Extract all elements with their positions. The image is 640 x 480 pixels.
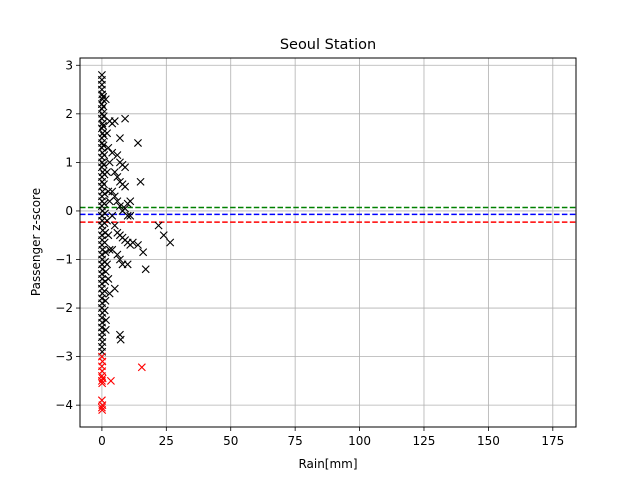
data-point bbox=[113, 151, 122, 160]
data-point bbox=[113, 197, 122, 206]
data-point bbox=[115, 255, 124, 264]
data-point bbox=[106, 376, 115, 385]
data-point bbox=[166, 238, 175, 247]
reference-lines bbox=[80, 206, 576, 223]
x-tick-label: 75 bbox=[288, 434, 303, 448]
data-point bbox=[98, 379, 107, 388]
data-point bbox=[100, 189, 109, 198]
data-point bbox=[133, 138, 142, 147]
y-tick-label: 3 bbox=[65, 58, 73, 72]
x-tick-label: 150 bbox=[477, 434, 500, 448]
data-point bbox=[121, 204, 130, 213]
x-tick-label: 125 bbox=[413, 434, 436, 448]
data-point bbox=[110, 192, 119, 201]
data-point bbox=[99, 160, 108, 169]
x-tick-label: 25 bbox=[159, 434, 174, 448]
data-point bbox=[101, 267, 110, 276]
y-tick-label: −3 bbox=[55, 350, 73, 364]
x-tick-label: 0 bbox=[98, 434, 106, 448]
data-point bbox=[100, 306, 109, 315]
data-point bbox=[104, 231, 113, 240]
y-tick-label: −2 bbox=[55, 301, 73, 315]
data-point bbox=[103, 260, 112, 269]
data-point bbox=[99, 102, 108, 111]
x-tick-label: 175 bbox=[541, 434, 564, 448]
data-point bbox=[100, 287, 109, 296]
data-point bbox=[99, 180, 108, 189]
y-tick-label: −4 bbox=[55, 398, 73, 412]
data-point bbox=[101, 296, 110, 305]
data-point bbox=[101, 248, 110, 257]
chart-title: Seoul Station bbox=[280, 37, 376, 53]
data-point bbox=[159, 231, 168, 240]
data-point bbox=[113, 250, 122, 259]
data-point bbox=[123, 211, 132, 220]
plot-frame bbox=[79, 57, 577, 428]
data-point bbox=[126, 211, 135, 220]
data-point bbox=[104, 187, 113, 196]
data-point bbox=[121, 182, 130, 191]
data-point bbox=[101, 95, 110, 104]
y-axis-label: Passenger z-score bbox=[29, 188, 43, 296]
x-tick-label: 50 bbox=[223, 434, 238, 448]
data-point bbox=[104, 274, 113, 283]
data-point bbox=[101, 209, 109, 218]
data-point bbox=[99, 112, 108, 121]
x-axis-label: Rain[mm] bbox=[298, 457, 357, 471]
data-point bbox=[154, 221, 163, 230]
data-point bbox=[133, 240, 142, 249]
y-tick-label: 0 bbox=[65, 204, 73, 218]
data-points bbox=[97, 71, 175, 414]
data-point bbox=[110, 168, 119, 177]
grid-lines bbox=[80, 58, 576, 427]
data-point bbox=[103, 168, 112, 177]
data-point bbox=[101, 325, 110, 334]
data-point bbox=[97, 376, 106, 385]
data-point bbox=[99, 141, 108, 150]
data-point bbox=[139, 248, 148, 257]
data-point bbox=[98, 406, 107, 414]
data-point bbox=[123, 260, 132, 269]
data-point bbox=[105, 245, 114, 254]
data-point bbox=[97, 403, 106, 412]
data-point bbox=[113, 172, 122, 181]
data-point bbox=[102, 316, 111, 325]
data-point bbox=[121, 114, 130, 123]
data-point bbox=[104, 143, 113, 152]
x-axis-ticks: 0 25 50 75 100 125 150 175 bbox=[98, 427, 564, 448]
data-point bbox=[110, 221, 119, 230]
data-point bbox=[103, 129, 112, 138]
data-point bbox=[100, 238, 109, 247]
data-point bbox=[136, 177, 145, 186]
y-axis-ticks: −4 −3 −2 −1 0 1 2 3 bbox=[55, 58, 80, 412]
data-point bbox=[100, 151, 109, 160]
data-point bbox=[108, 211, 117, 220]
data-point bbox=[126, 197, 135, 206]
data-point bbox=[115, 202, 124, 211]
x-tick-label: 100 bbox=[348, 434, 371, 448]
data-point bbox=[108, 148, 117, 157]
data-point bbox=[105, 158, 114, 167]
data-point bbox=[110, 117, 119, 126]
data-point bbox=[115, 134, 124, 143]
data-point bbox=[128, 238, 137, 247]
data-point bbox=[121, 163, 130, 172]
data-point bbox=[110, 284, 119, 293]
y-tick-label: 2 bbox=[65, 107, 73, 121]
data-point bbox=[99, 121, 108, 130]
data-point bbox=[137, 363, 146, 372]
data-point bbox=[108, 187, 117, 196]
y-tick-label: −1 bbox=[55, 252, 73, 266]
data-point bbox=[141, 265, 150, 274]
data-point bbox=[100, 199, 109, 208]
data-point bbox=[116, 335, 125, 344]
y-tick-label: 1 bbox=[65, 155, 73, 169]
